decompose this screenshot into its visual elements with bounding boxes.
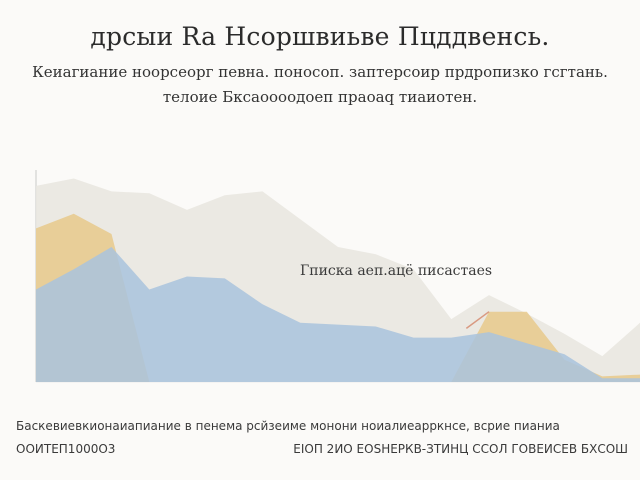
chart-title: дрсыи Ra Нсоршвиьве Пцддвенсь. — [90, 22, 550, 51]
area-series-3 — [36, 247, 640, 382]
footer-credit: ЕІОП 2ИО ЕОЅНЕРКВ-ЗТИНЦ ССОЛ ГОВЕИСЕВ БХ… — [293, 442, 628, 456]
series-accent-stroke — [465, 311, 490, 329]
footer-source: ООИТЕП1000О3 — [16, 442, 116, 456]
chart-subtitle-line-2: телоие Бксаоооодоеп праоаq тиаиотен. — [162, 88, 478, 106]
footer-note: Баскевиевкионаиапиание в пенема рсйзеиме… — [16, 419, 560, 433]
chart-subtitle-line-1: Кеиагиание ноорсеорг певна. поносоп. зап… — [32, 63, 608, 81]
chart-annotation: Гписка аеп.ацё писастаеs — [300, 263, 493, 279]
area-chart — [35, 170, 640, 383]
